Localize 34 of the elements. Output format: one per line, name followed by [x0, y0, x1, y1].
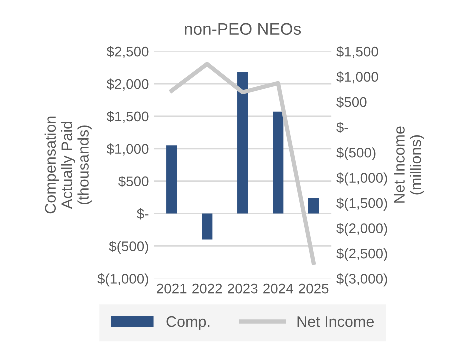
y-tick-label: $(1,000): [98, 273, 148, 287]
y2-tick-label: $(3,000): [336, 273, 388, 287]
x-tick-label: 2025: [299, 284, 329, 294]
legend-label: Comp.: [166, 316, 210, 330]
y-tick-label: $2,000: [106, 78, 149, 91]
y-tick-label: $1,000: [106, 144, 149, 156]
x-tick-label: 2021: [157, 284, 187, 294]
bar: [202, 214, 213, 240]
y2-tick-label: $(1,000): [336, 172, 388, 186]
line-series: [170, 62, 316, 266]
x-tick-label: 2024: [264, 284, 294, 294]
x-tick-label: 2022: [192, 284, 222, 294]
bar: [238, 72, 248, 214]
y2-axis-title: Net Income (millions): [394, 126, 424, 203]
chart-title: non-PEO NEOs: [185, 23, 302, 36]
y2-tick-label: $(1,500): [336, 198, 388, 211]
y2-tick-label: $500: [336, 96, 367, 108]
y-tick-label: $1,500: [106, 111, 149, 124]
y2-tick-label: $(2,500): [336, 248, 388, 262]
bar: [308, 198, 320, 214]
x-tick-label: 2023: [228, 284, 258, 294]
y-tick-label: $-: [137, 208, 149, 220]
y2-tick-label: $-: [336, 122, 348, 134]
bar: [166, 146, 178, 214]
y2-tick-label: $(2,000): [336, 223, 388, 236]
y2-tick-label: $(500): [336, 147, 376, 161]
y-tick-label: $500: [118, 176, 149, 188]
y2-tick-label: $1,000: [336, 72, 378, 84]
y-axis-title: Compensation Actually Paid (thousands): [44, 116, 92, 214]
y2-tick-label: $1,500: [336, 46, 378, 58]
legend-label: Net Income: [298, 316, 374, 328]
y-tick-label: $(500): [109, 241, 148, 254]
y-tick-label: $2,500: [106, 46, 149, 58]
bar: [273, 112, 284, 214]
